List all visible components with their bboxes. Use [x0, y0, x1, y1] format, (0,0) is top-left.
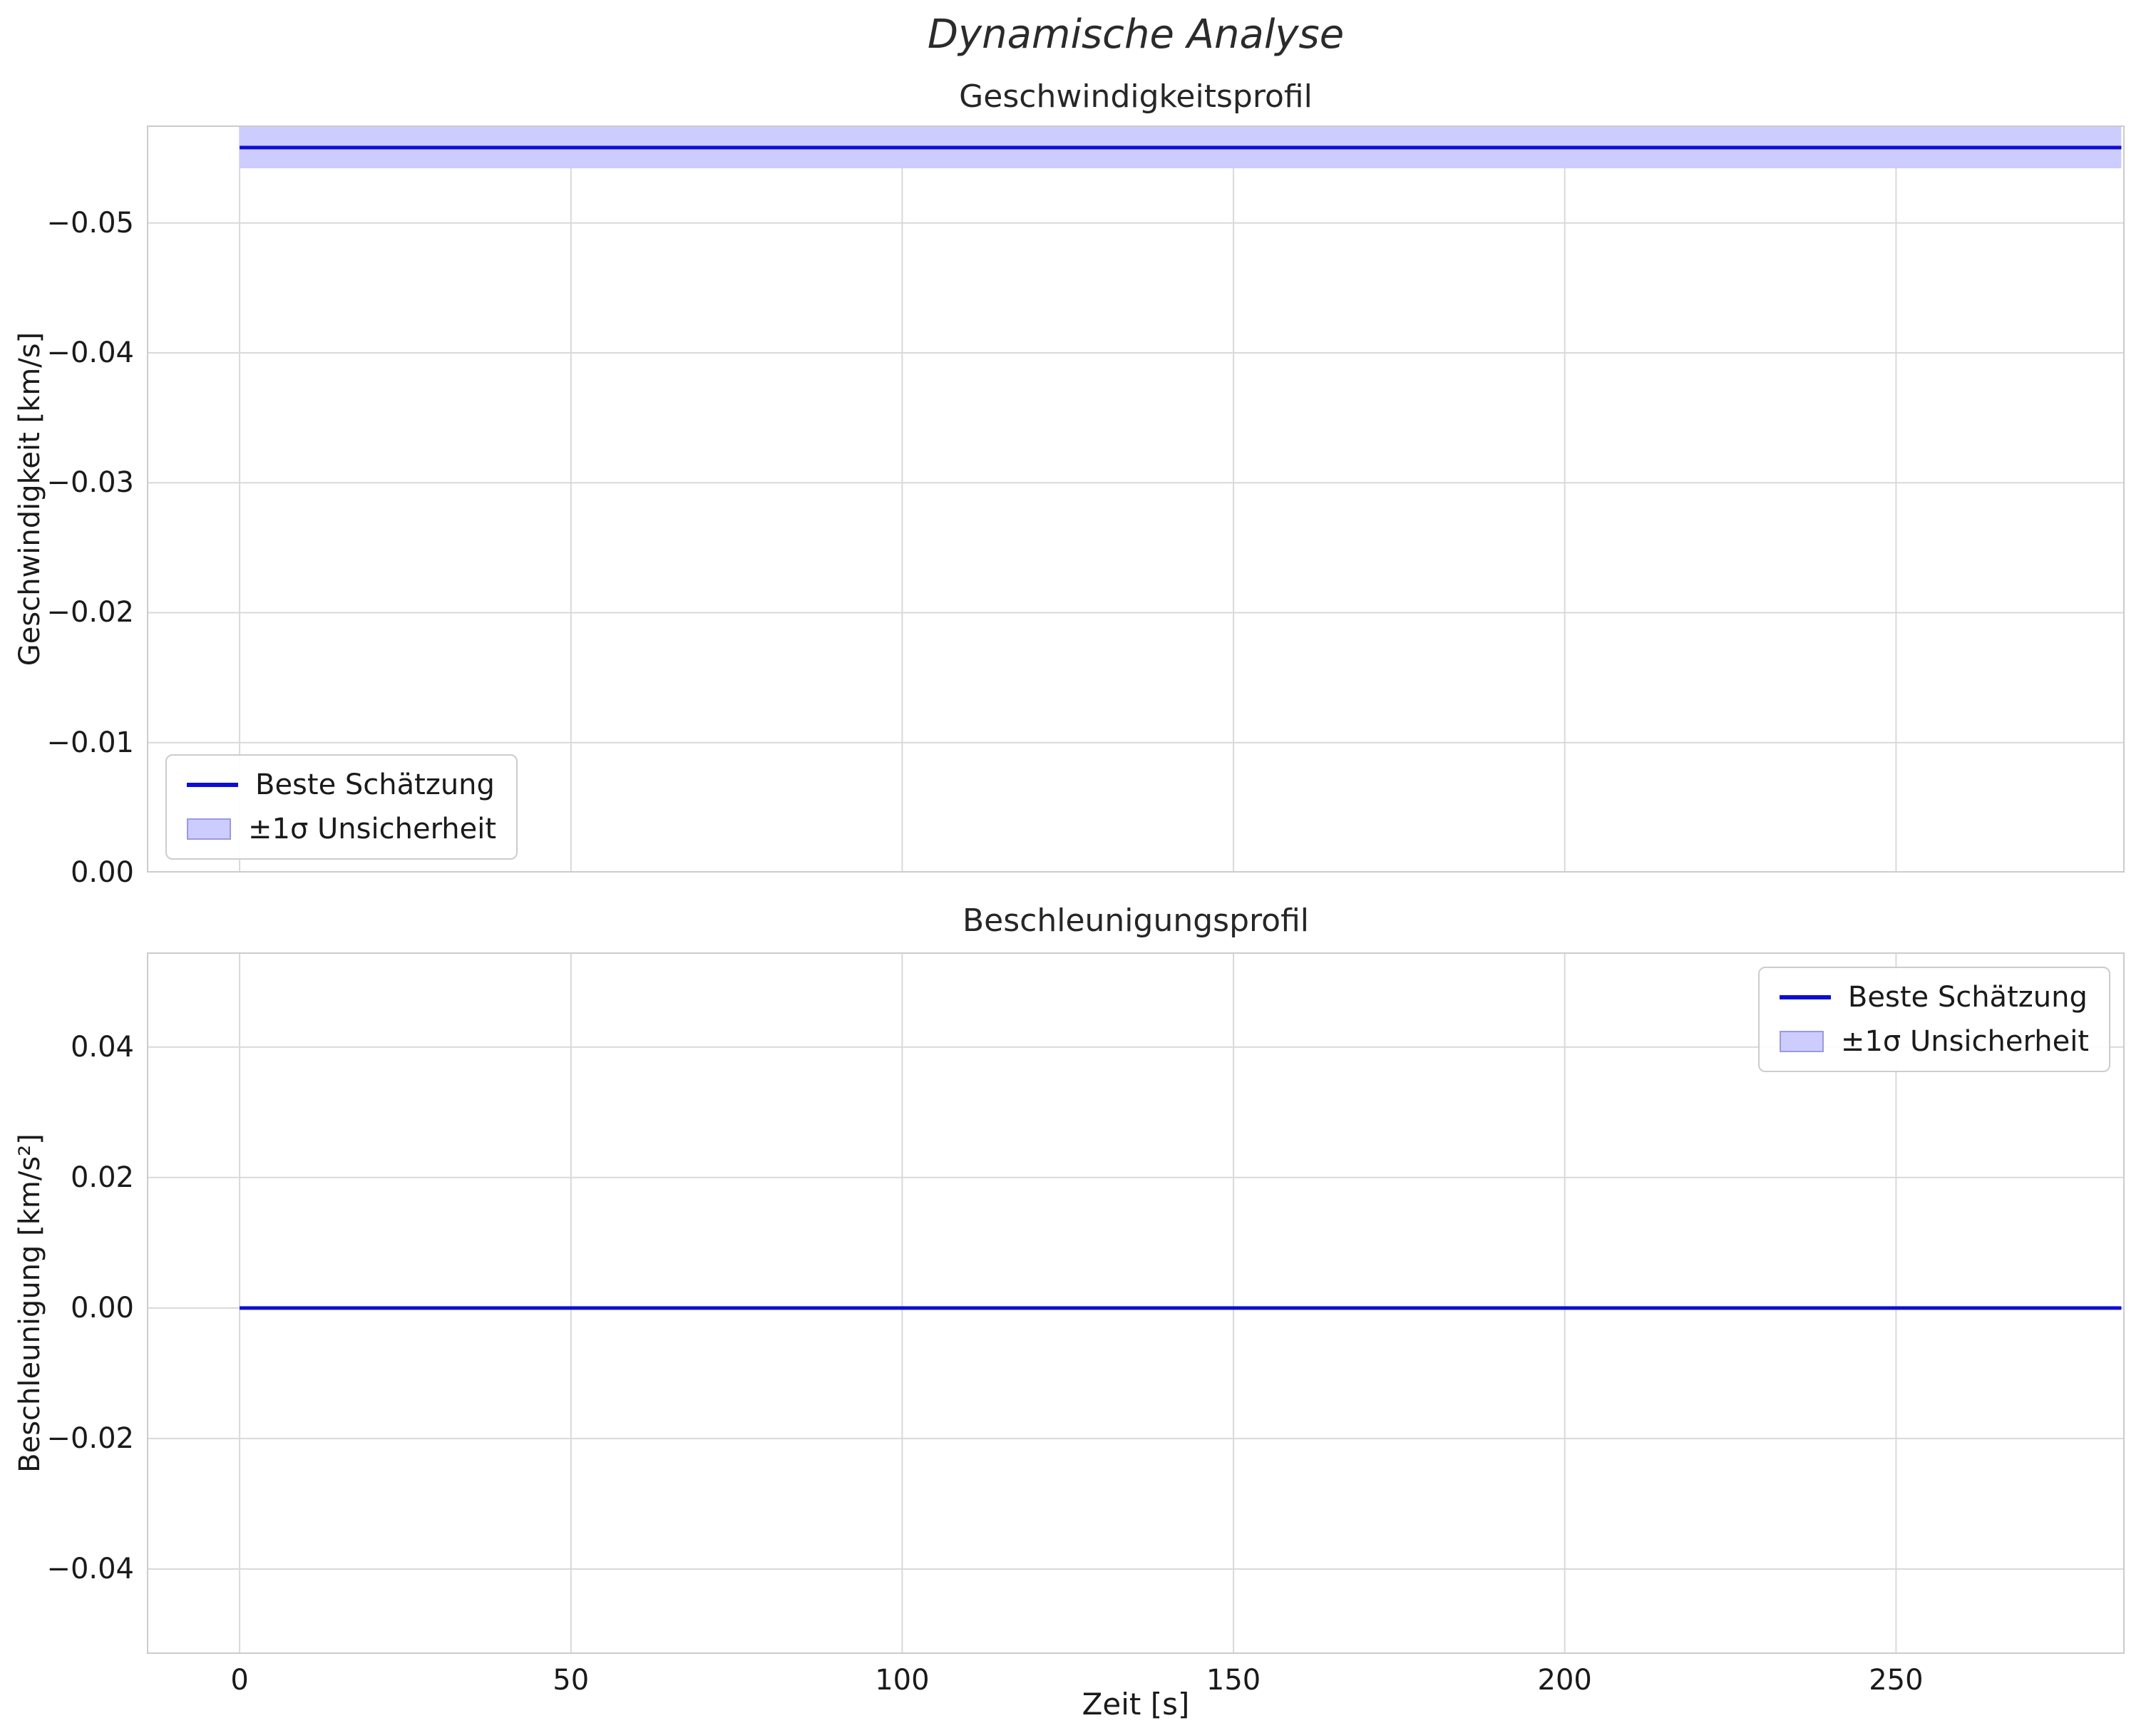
y-tick-label: −0.05 — [46, 206, 134, 240]
y-tick-label: 0.02 — [70, 1161, 134, 1194]
legend-label: ±1σ Unsicherheit — [1840, 1025, 2089, 1058]
y-tick-label: −0.02 — [46, 1421, 134, 1455]
legend-band-swatch — [1779, 1031, 1824, 1052]
x-tick-label: 0 — [230, 1664, 249, 1697]
legend: Beste Schätzung ±1σ Unsicherheit — [165, 754, 518, 860]
y-tick-label: −0.01 — [46, 726, 134, 759]
y-tick-label: 0.00 — [70, 856, 134, 889]
figure-title: Dynamische Analyse — [927, 11, 1345, 58]
legend-label: Beste Schätzung — [1847, 981, 2088, 1014]
y-tick-label: 0.04 — [70, 1030, 134, 1064]
x-tick-label: 50 — [553, 1664, 590, 1697]
legend-entry: ±1σ Unsicherheit — [1779, 1025, 2089, 1058]
legend-line-swatch — [187, 783, 238, 787]
x-tick-label: 100 — [875, 1664, 930, 1697]
legend-label: ±1σ Unsicherheit — [248, 813, 497, 845]
legend-line-swatch — [1779, 995, 1831, 999]
acceleration-plot-title: Beschleunigungsprofil — [962, 902, 1310, 939]
legend-band-swatch — [187, 818, 231, 840]
y-tick-label: −0.04 — [46, 1553, 134, 1585]
plot-canvas — [147, 125, 2125, 873]
y-tick-label: 0.00 — [70, 1291, 134, 1325]
x-tick-label: 200 — [1537, 1664, 1592, 1697]
y-tick-label: −0.03 — [46, 466, 134, 500]
y-tick-label: −0.04 — [46, 336, 134, 369]
legend: Beste Schätzung ±1σ Unsicherheit — [1757, 967, 2110, 1072]
legend-entry: Beste Schätzung — [1779, 981, 2089, 1014]
legend-entry: Beste Schätzung — [187, 768, 496, 801]
y-tick-label: −0.02 — [46, 596, 134, 629]
velocity-plot-area: 0.00 −0.01 −0.02 −0.03 −0.04 −0.05 Beste Schät… — [46, 125, 2125, 889]
legend-entry: ±1σ Unsicherheit — [187, 813, 496, 845]
legend-label: Beste Schätzung — [255, 768, 495, 801]
velocity-plot-title: Geschwindigkeitsprofil — [959, 78, 1313, 115]
x-axis-label: Zeit [s] — [1082, 1687, 1190, 1722]
acceleration-plot-area: 0.04 0.02 0.00 −0.02 −0.04 0 50 100 150 200 250 Bes… — [46, 952, 2125, 1697]
x-tick-label: 250 — [1869, 1664, 1924, 1697]
x-tick-label: 150 — [1206, 1664, 1261, 1697]
